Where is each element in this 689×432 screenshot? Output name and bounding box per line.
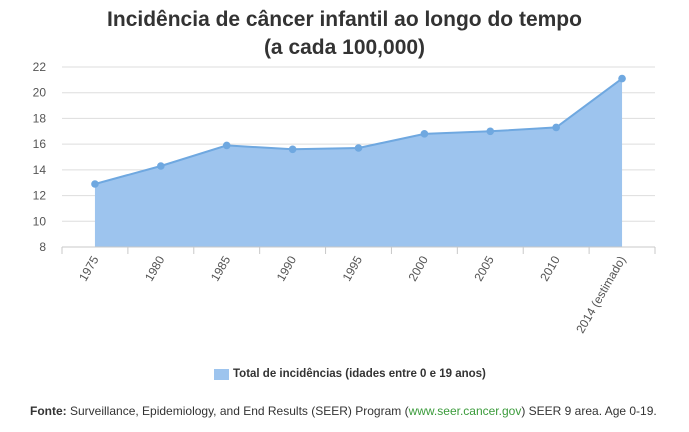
y-tick-label: 20 — [33, 86, 47, 100]
data-point — [91, 180, 99, 188]
data-point — [420, 130, 429, 138]
x-tick-label: 2014 (estimado) — [573, 254, 628, 336]
source-note: Fonte: Surveillance, Epidemiology, and E… — [30, 404, 657, 418]
chart-subtitle: (a cada 100,000) — [263, 36, 426, 59]
chart-title-block: Incidência de câncer infantil ao longo d… — [0, 6, 689, 62]
area-fill — [94, 78, 623, 247]
data-point — [486, 127, 495, 136]
source-link[interactable]: www.seer.cancer.gov — [408, 404, 522, 418]
data-point — [288, 145, 297, 154]
x-tick-label: 2005 — [471, 253, 497, 283]
data-point — [222, 141, 231, 150]
x-tick-label: 1985 — [208, 253, 234, 283]
x-tick-label: 1995 — [340, 253, 366, 283]
y-tick-label: 22 — [33, 60, 47, 74]
data-point — [354, 144, 363, 152]
x-tick-label: 1975 — [76, 253, 102, 283]
data-point — [618, 74, 626, 83]
source-text-before: Surveillance, Epidemiology, and End Resu… — [70, 404, 409, 418]
chart-title: Incidência de câncer infantil ao longo d… — [107, 8, 582, 31]
y-tick-label: 10 — [33, 214, 47, 228]
x-tick-label: 2010 — [537, 253, 563, 283]
y-tick-label: 16 — [33, 137, 47, 151]
legend-swatch — [214, 368, 229, 380]
y-tick-label: 8 — [39, 240, 46, 254]
y-tick-label: 12 — [33, 189, 47, 203]
source-label: Fonte: — [30, 404, 67, 418]
legend-label: Total de incidências (idades entre 0 e 1… — [233, 368, 486, 380]
x-tick-label: 1990 — [274, 253, 300, 283]
x-tick-label: 1980 — [142, 253, 168, 283]
data-point — [552, 123, 560, 132]
x-tick-label: 2000 — [406, 253, 432, 283]
data-point — [157, 162, 165, 170]
y-tick-label: 18 — [33, 111, 47, 125]
y-tick-label: 14 — [33, 163, 47, 177]
source-text-after: ) SEER 9 area. Age 0-19. — [521, 404, 657, 418]
legend[interactable]: Total de incidências (idades entre 0 e 1… — [214, 366, 486, 382]
